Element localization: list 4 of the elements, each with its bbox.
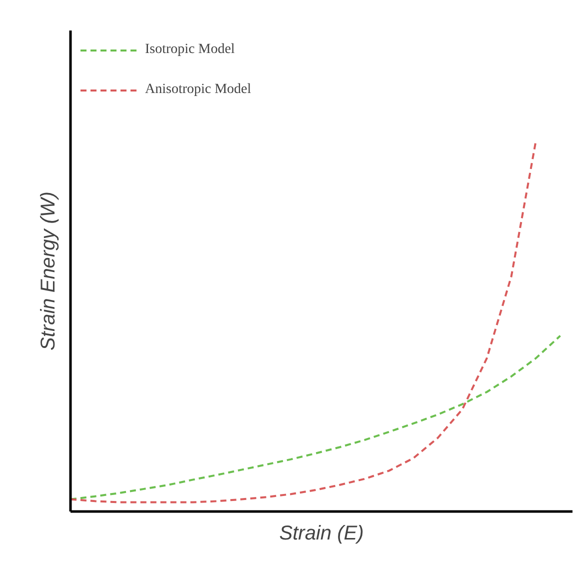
- y-axis-title: Strain Energy (W): [38, 192, 60, 350]
- legend-label: Isotropic Model: [145, 42, 235, 58]
- legend-label: Anisotropic Model: [145, 82, 252, 98]
- x-axis-title: Strain (E): [279, 522, 364, 544]
